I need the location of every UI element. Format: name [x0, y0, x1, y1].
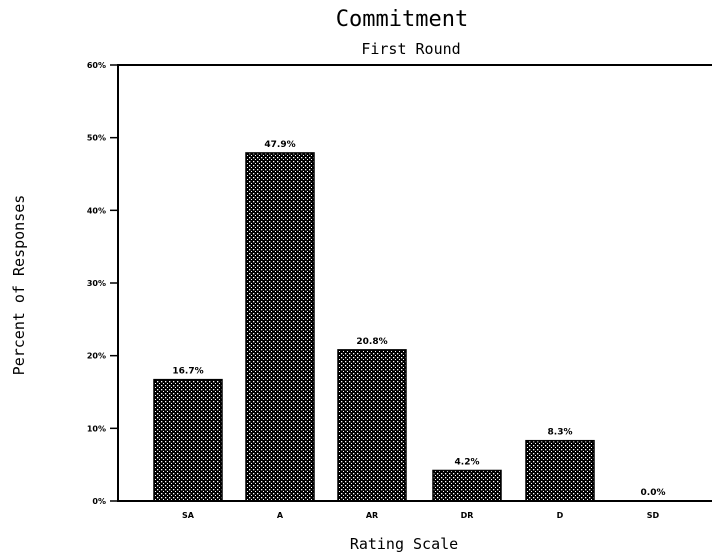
bar-dr	[432, 469, 502, 502]
y-axis-title: Percent of Responses	[10, 195, 28, 376]
data-label-d: 8.3%	[548, 428, 573, 438]
bar-sa	[153, 378, 223, 502]
bar-d	[525, 439, 595, 502]
chart-title: Commitment	[336, 7, 468, 32]
data-label-ar: 20.8%	[356, 337, 387, 347]
y-tick-label: 20%	[87, 352, 106, 361]
data-label-sd: 0.0%	[641, 488, 666, 498]
x-tick-label-a: A	[277, 511, 284, 520]
x-ticks: SA A AR DR D SD	[182, 511, 660, 520]
data-label-dr: 4.2%	[455, 457, 480, 467]
data-label-a: 47.9%	[264, 140, 295, 150]
x-tick-label-sd: SD	[647, 511, 660, 520]
y-tick-label: 40%	[87, 206, 106, 215]
data-label-sa: 16.7%	[172, 367, 203, 377]
y-ticks: 0% 10% 20% 30% 40% 50% 60%	[87, 61, 118, 506]
x-tick-label-dr: DR	[461, 511, 474, 520]
data-labels: 16.7% 47.9% 20.8% 4.2% 8.3% 0.0%	[172, 140, 665, 498]
y-tick-label: 30%	[87, 279, 106, 288]
chart-subtitle: First Round	[361, 40, 460, 58]
bar-ar	[337, 349, 407, 502]
y-tick-label: 0%	[92, 497, 106, 506]
x-tick-label-sa: SA	[182, 511, 195, 520]
y-tick-label: 10%	[87, 424, 106, 433]
y-tick-label: 60%	[87, 61, 106, 70]
x-tick-label-d: D	[557, 511, 564, 520]
x-axis-title: Rating Scale	[350, 535, 458, 553]
y-tick-label: 50%	[87, 134, 106, 143]
bar-a	[245, 152, 315, 502]
bars	[153, 152, 595, 502]
x-tick-label-ar: AR	[366, 511, 378, 520]
